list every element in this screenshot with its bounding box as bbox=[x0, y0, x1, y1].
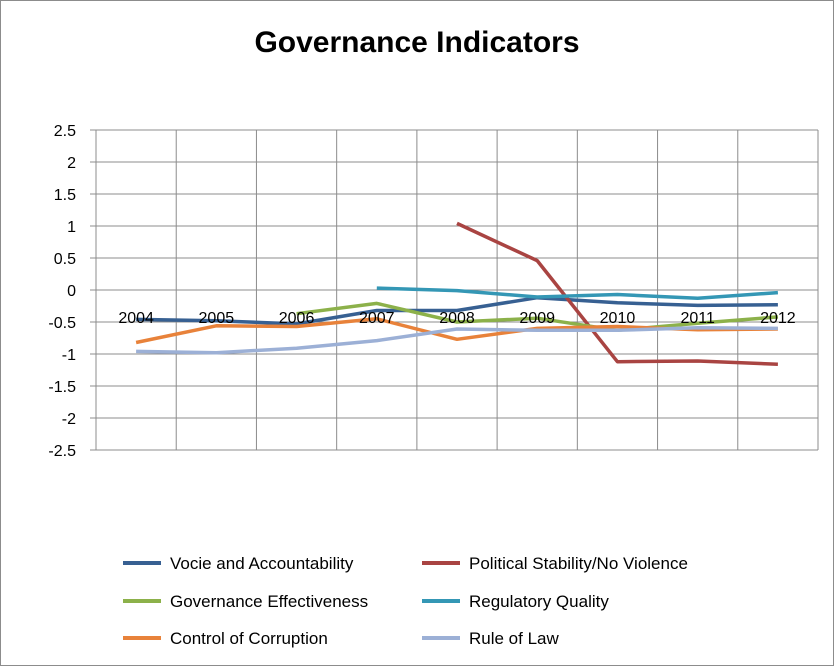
legend-label: Political Stability/No Violence bbox=[469, 554, 688, 573]
x-tick-label: 2007 bbox=[359, 310, 395, 327]
x-tick-label: 2011 bbox=[680, 310, 715, 327]
legend: Vocie and Accountability Political Stabil… bbox=[123, 554, 688, 648]
series-line-5 bbox=[136, 326, 778, 355]
y-tick-label: 1 bbox=[67, 219, 76, 236]
legend-label: Regulatory Quality bbox=[469, 592, 609, 611]
series-line-3 bbox=[376, 286, 779, 301]
y-tick-label: -2 bbox=[62, 411, 76, 428]
y-tick-label: 2 bbox=[67, 155, 76, 172]
x-axis-tick-labels: 2004 2005 2006 2007 2008 2009 2010 2011 2012 bbox=[118, 310, 795, 327]
x-tick-label: 2012 bbox=[760, 310, 796, 327]
legend-label: Governance Effectiveness bbox=[170, 592, 368, 611]
x-tick-label: 2004 bbox=[118, 310, 154, 327]
x-tick-label: 2010 bbox=[600, 310, 636, 327]
x-tick-label: 2005 bbox=[199, 310, 235, 327]
series-line-1 bbox=[456, 221, 778, 366]
y-tick-label: -1 bbox=[62, 347, 76, 364]
series-layer bbox=[135, 221, 779, 366]
y-tick-label: 1.5 bbox=[54, 187, 76, 204]
y-axis-tick-labels: 2.5 2 1.5 1 0.5 0 -0.5 -1 -1.5 -2 -2.5 bbox=[48, 123, 76, 460]
y-tick-label: 0 bbox=[67, 283, 76, 300]
y-tick-label: 0.5 bbox=[54, 251, 76, 268]
y-tick-label: 2.5 bbox=[54, 123, 76, 140]
x-tick-label: 2008 bbox=[439, 310, 475, 327]
series-line-0 bbox=[136, 295, 778, 326]
series-line-2 bbox=[296, 301, 779, 333]
legend-label: Control of Corruption bbox=[170, 629, 328, 648]
chart-title: Governance Indicators bbox=[254, 26, 579, 59]
legend-label: Rule of Law bbox=[469, 629, 559, 648]
y-tick-label: -2.5 bbox=[48, 443, 76, 460]
y-tick-label: -0.5 bbox=[48, 315, 76, 332]
x-tick-label: 2006 bbox=[279, 310, 315, 327]
y-tick-label: -1.5 bbox=[48, 379, 76, 396]
x-tick-label: 2009 bbox=[519, 310, 555, 327]
legend-label: Vocie and Accountability bbox=[170, 554, 354, 573]
